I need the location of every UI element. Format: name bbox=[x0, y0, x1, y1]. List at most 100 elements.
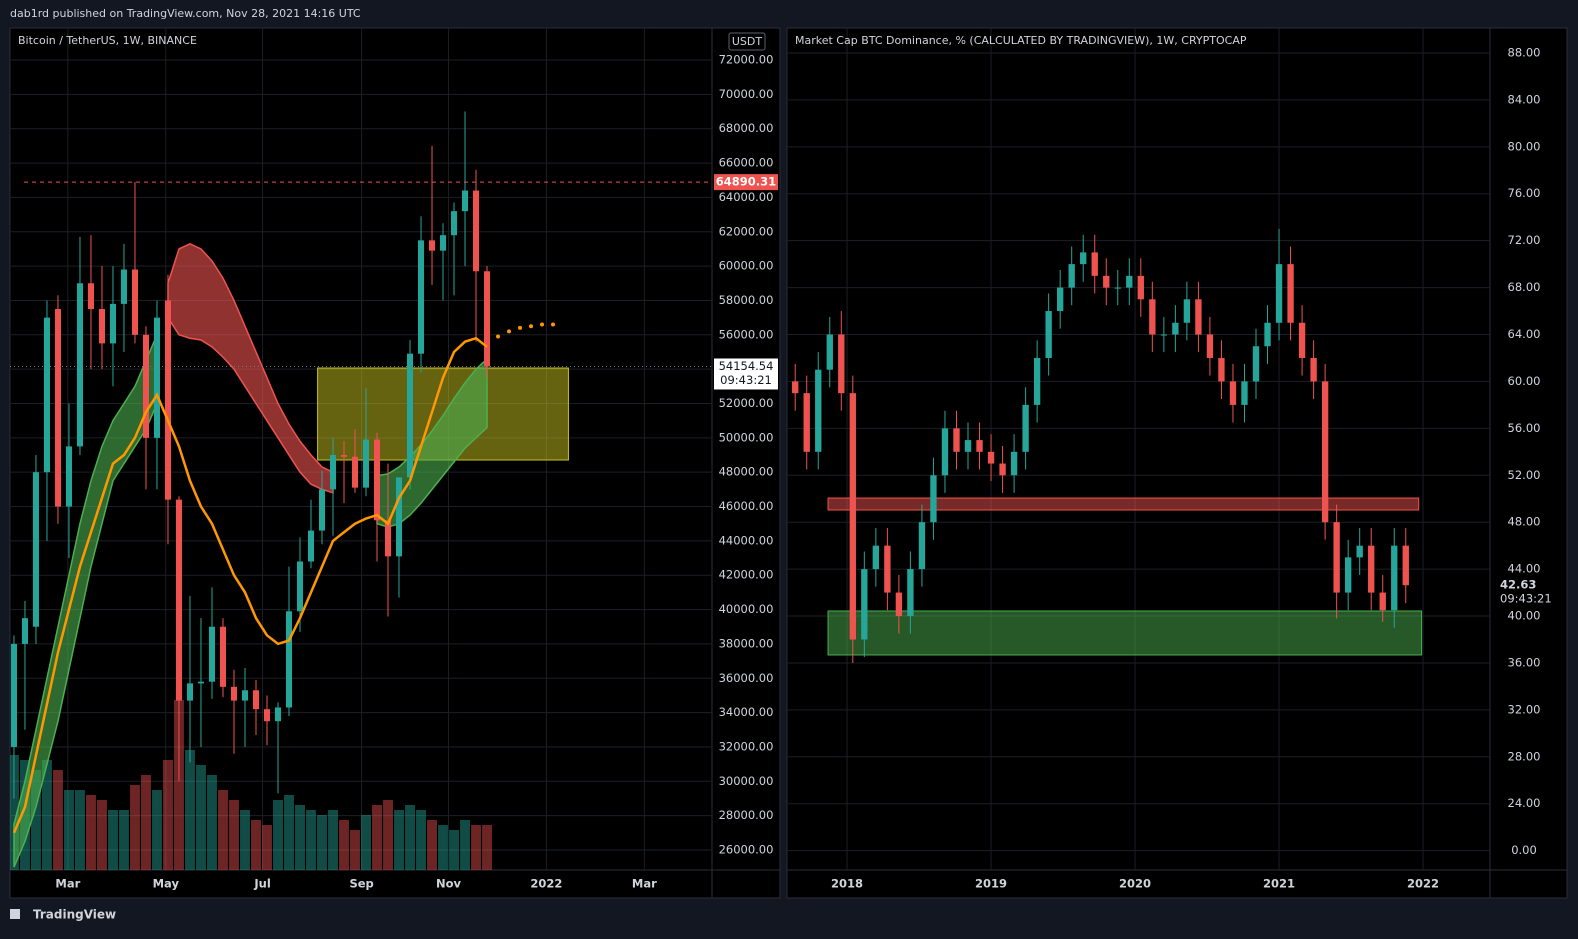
candle-body bbox=[1252, 346, 1260, 382]
volume-bar bbox=[119, 810, 129, 870]
candle-body bbox=[1298, 322, 1306, 358]
y-tick-label: 52000.00 bbox=[719, 396, 774, 410]
volume-bar bbox=[471, 825, 481, 870]
x-tick-label: Mar bbox=[55, 877, 80, 891]
volume-bar bbox=[86, 795, 96, 870]
y-tick-label: 48.00 bbox=[1508, 515, 1541, 529]
price-badge bbox=[714, 174, 778, 191]
zone-box bbox=[827, 497, 1420, 511]
price-line-label: 64890.31 bbox=[716, 175, 776, 189]
y-tick-label: 76.00 bbox=[1508, 186, 1541, 200]
countdown: 09:43:21 bbox=[1500, 592, 1552, 606]
candle-body bbox=[54, 309, 61, 507]
last-value: 42.63 bbox=[1500, 578, 1536, 592]
cloud bbox=[376, 357, 488, 528]
volume-bar bbox=[141, 775, 151, 870]
candle-body bbox=[872, 545, 880, 570]
candle-body bbox=[472, 190, 480, 272]
candle-body bbox=[884, 545, 891, 593]
countdown: 09:43:21 bbox=[720, 373, 772, 387]
ma-line bbox=[12, 336, 488, 834]
candle-body bbox=[1368, 545, 1375, 593]
candle-body bbox=[21, 618, 28, 644]
candle-body bbox=[406, 353, 414, 478]
last-badge bbox=[714, 358, 778, 390]
y-tick-label: 72.00 bbox=[1508, 233, 1541, 247]
y-tick-label: 30000.00 bbox=[719, 774, 774, 788]
y-tick-label: 38000.00 bbox=[719, 636, 774, 650]
y-tick-label: 64000.00 bbox=[719, 190, 774, 204]
y-tick-label: 68000.00 bbox=[719, 121, 774, 135]
candle-body bbox=[1391, 545, 1398, 611]
chart-title: Market Cap BTC Dominance, % (CALCULATED … bbox=[795, 34, 1247, 47]
volume-bar bbox=[328, 810, 338, 870]
candle-body bbox=[351, 456, 359, 488]
ma-projection-dot bbox=[540, 322, 545, 327]
candle-body bbox=[1010, 451, 1018, 476]
candle-body bbox=[815, 369, 822, 452]
volume-bar bbox=[339, 820, 349, 870]
candle-body bbox=[838, 334, 845, 394]
candle-body bbox=[483, 271, 491, 367]
candle-body bbox=[918, 522, 926, 570]
candle-body bbox=[142, 334, 150, 438]
volume-bar bbox=[108, 810, 118, 870]
candle-body bbox=[373, 439, 381, 521]
candle-body bbox=[395, 477, 403, 557]
y-tick-label: 46000.00 bbox=[719, 499, 774, 513]
y-tick-label: 44000.00 bbox=[719, 533, 774, 547]
candle-body bbox=[252, 690, 260, 710]
candle-body bbox=[1229, 381, 1237, 405]
candle-body bbox=[109, 303, 116, 344]
chart-title: Bitcoin / TetherUS, 1W, BINANCE bbox=[18, 34, 197, 47]
y-tick-label: 60.00 bbox=[1508, 374, 1541, 388]
volume-bar bbox=[383, 800, 393, 870]
candle-body bbox=[1275, 264, 1283, 323]
candle-body bbox=[1172, 322, 1179, 335]
candle-body bbox=[307, 530, 315, 562]
volume-bar bbox=[97, 800, 107, 870]
plot bbox=[787, 28, 1490, 870]
candle-body bbox=[186, 683, 194, 701]
y-tick-label: 40000.00 bbox=[719, 602, 774, 616]
volume-bar bbox=[295, 805, 305, 870]
volume-bar bbox=[284, 795, 294, 870]
y-tick-label: 62000.00 bbox=[719, 224, 774, 238]
candle-body bbox=[208, 626, 216, 682]
candle-body bbox=[930, 475, 937, 523]
y-tick-label: 0.00 bbox=[1511, 843, 1537, 857]
candle-body bbox=[1091, 252, 1098, 276]
y-tick-label: 88.00 bbox=[1508, 45, 1541, 59]
y-tick-label: 28000.00 bbox=[719, 808, 774, 822]
x-tick-label: Sep bbox=[349, 877, 373, 891]
volume-bar bbox=[460, 820, 470, 870]
y-tick-label: 34000.00 bbox=[719, 705, 774, 719]
candle-body bbox=[792, 381, 799, 394]
candle-body bbox=[1183, 299, 1191, 323]
candle-body bbox=[1056, 287, 1064, 312]
volume-bar bbox=[361, 815, 371, 870]
volume-bar bbox=[42, 760, 52, 870]
volume-bar bbox=[394, 810, 404, 870]
volume-bar bbox=[163, 760, 173, 870]
candle-body bbox=[803, 393, 810, 452]
volume-bar bbox=[449, 830, 459, 870]
volume-bar bbox=[262, 825, 272, 870]
y-tick-label: 36000.00 bbox=[719, 671, 774, 685]
y-tick-label: 44.00 bbox=[1508, 562, 1541, 576]
y-tick-label: 52.00 bbox=[1508, 468, 1541, 482]
candle-body bbox=[1080, 252, 1087, 265]
candle-body bbox=[849, 393, 856, 640]
y-tick-label: 60000.00 bbox=[719, 259, 774, 273]
volume-bar bbox=[372, 805, 382, 870]
candle-body bbox=[230, 686, 238, 701]
x-tick-label: Mar bbox=[632, 877, 657, 891]
y-tick-label: 58000.00 bbox=[719, 293, 774, 307]
candle-body bbox=[826, 334, 833, 370]
candle-body bbox=[941, 428, 949, 476]
candle-body bbox=[987, 451, 995, 464]
right-pane bbox=[786, 27, 1568, 899]
candle-body bbox=[1137, 275, 1144, 300]
candle-body bbox=[1402, 545, 1409, 586]
